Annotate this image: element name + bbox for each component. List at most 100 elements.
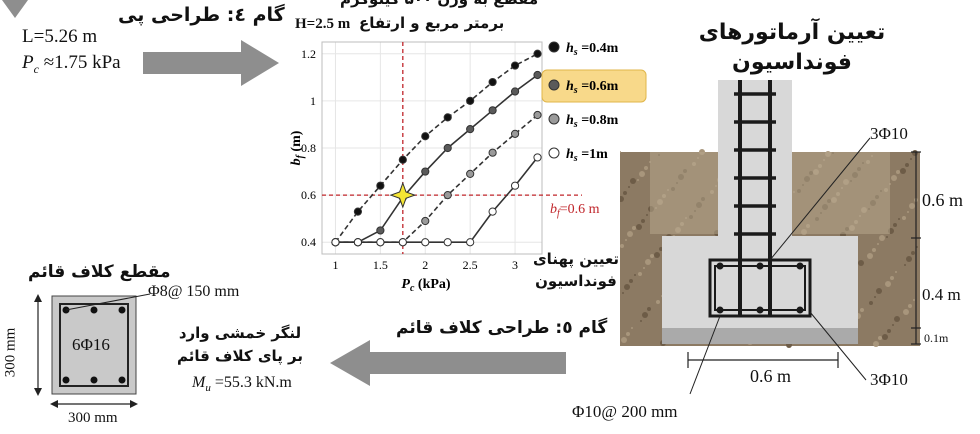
series-point <box>443 238 452 247</box>
footing-stirrup <box>708 258 812 318</box>
soil-grain <box>879 235 885 241</box>
tie-bar <box>62 376 70 384</box>
series-point <box>353 207 363 216</box>
moment-line2: بر پای کلاف قائم <box>176 347 304 365</box>
series-point <box>353 238 363 247</box>
step4-label: گام ٤: طراحی پی <box>118 4 285 26</box>
y-axis-label: bf (m) <box>290 130 306 165</box>
legend-marker-2 <box>548 113 560 125</box>
pressure-label: Pc ≈1.75 kPa <box>22 52 121 77</box>
series-point <box>421 167 430 176</box>
series-point <box>443 143 452 153</box>
soil-grain <box>887 329 891 333</box>
series-point <box>510 181 520 190</box>
legend-label-0: hs =0.4m <box>566 41 619 58</box>
soil-grain <box>654 252 660 258</box>
pressure-value: ≈1.75 kPa <box>38 52 121 73</box>
x-tick-label: 2 <box>422 258 428 272</box>
soil-grain <box>620 151 621 153</box>
tie-width-arrow-right <box>130 400 138 408</box>
foundation-title-line2: فونداسیون <box>732 50 852 75</box>
series-point <box>488 77 497 87</box>
series-point <box>533 153 542 162</box>
soil-grain <box>885 281 891 287</box>
top-rebar <box>756 262 764 270</box>
series-point <box>466 238 475 247</box>
plot-frame <box>321 41 543 255</box>
mu-symbol: M <box>192 374 206 391</box>
soil-grain <box>622 292 624 294</box>
soil-grain <box>872 248 876 252</box>
pressure-symbol: P <box>22 52 34 73</box>
height-label: H=2.5 m <box>295 16 351 32</box>
series-point <box>533 49 542 58</box>
soil-grain <box>629 279 633 283</box>
soil-grain <box>877 243 879 245</box>
soil-grain <box>898 218 900 220</box>
series-point <box>488 106 497 115</box>
soil-grain <box>882 334 888 340</box>
series-line-1 <box>335 74 538 244</box>
tie-stirrup-leader <box>65 293 151 311</box>
stirrup-leader <box>689 315 721 395</box>
tie-bar <box>90 376 98 384</box>
rebar-top-label: 3Φ10 <box>870 124 908 143</box>
series-point <box>376 181 385 190</box>
x-axis-label: Pc (kPa) <box>401 277 451 294</box>
soil-grain <box>900 168 906 174</box>
mu-subscript: u <box>205 382 211 395</box>
soil-grain <box>891 175 897 181</box>
footing-width-chart: 1 1.5 2 2.5 3 0.4 0.6 0.8 1 1.2 Pc (kPa) bf (m) bf=0… <box>290 41 647 294</box>
foundation-width-label: 0.6 m <box>750 366 792 386</box>
moment-label: لنگر خمشی وارد بر پای کلاف قائم <box>160 322 320 368</box>
series-point <box>376 238 385 247</box>
series-point <box>398 238 407 247</box>
series-point <box>510 129 520 138</box>
tie-bar <box>118 376 126 384</box>
soil-grain <box>858 260 864 266</box>
y-tick-label: 0.8 <box>301 141 316 155</box>
soil-grain <box>903 309 909 315</box>
soil-grain <box>640 320 642 322</box>
legend-marker-3 <box>548 147 560 159</box>
moment-line1: لنگر خمشی وارد <box>178 324 302 342</box>
lean-concrete <box>662 328 858 344</box>
tie-height-arrow-bottom <box>34 388 42 396</box>
soil-grain <box>643 267 645 269</box>
pressure-subscript: c <box>33 61 39 76</box>
soil-grain <box>624 284 630 290</box>
chart-header-line2: برمتر مربع و ارتفاع <box>359 14 505 32</box>
step5-label: گام ٥: طراحی کلاف قائم <box>396 318 608 338</box>
step4-arrow <box>143 40 283 90</box>
tie-height-label: 300 mm <box>2 327 19 378</box>
soil-grain <box>910 158 912 160</box>
soil-grain <box>892 324 894 326</box>
soil-grain <box>894 316 900 322</box>
dim-0.6-label: 0.6 m <box>922 190 964 210</box>
foundation-title: تعیین آرماتورهای فونداسیون <box>672 18 912 78</box>
series-point <box>421 238 430 247</box>
soil-grain <box>911 251 915 255</box>
series-point <box>488 207 497 216</box>
soil-grain <box>639 171 645 177</box>
series-point <box>510 61 520 70</box>
soil-grain <box>642 312 648 318</box>
soil-grain <box>886 236 888 238</box>
tie-bar <box>90 306 98 314</box>
series-point <box>533 110 542 120</box>
soil-grain <box>628 186 630 188</box>
y-tick-label: 1 <box>310 94 316 108</box>
series-point <box>443 191 452 200</box>
rebar-bottom-leader <box>809 311 867 381</box>
soil-grain <box>644 166 648 170</box>
footing <box>662 236 858 328</box>
soil-grain <box>895 271 897 273</box>
soil-grain <box>631 327 633 329</box>
tie-height-arrow-top <box>34 294 42 302</box>
soil-grain <box>893 223 897 227</box>
soil-grain <box>637 179 639 181</box>
tie-bars-label: 6Φ16 <box>72 335 110 354</box>
bottom-rebar <box>796 306 804 314</box>
bf-annotation: bf=0.6 m <box>550 202 600 219</box>
length-label: L=5.26 m <box>22 26 98 47</box>
